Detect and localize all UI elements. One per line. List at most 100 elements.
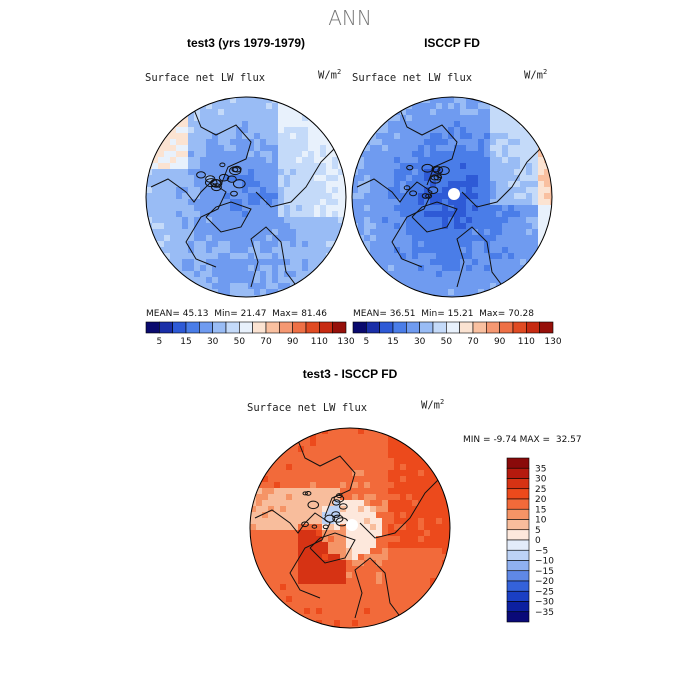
panel-2-island <box>437 166 450 176</box>
panel-1-island <box>218 173 230 182</box>
diff-colorbar-tick-label: −5 <box>535 546 548 556</box>
panel-2-coast-hudson <box>411 201 458 233</box>
diff-colorbar-tick-label: 15 <box>535 505 546 515</box>
diff-colorbar-tick-label: −10 <box>535 557 554 567</box>
panel-2-coast-america <box>356 178 433 268</box>
panel-2-colorbar-swatch <box>352 321 367 334</box>
panel-2-island <box>433 174 443 181</box>
panel-2-island <box>403 185 411 191</box>
panel-1-island <box>230 190 238 197</box>
panel-1-map <box>145 96 347 298</box>
diff-panel-stats: MIN = -9.74 MAX = 32.57 <box>463 435 582 445</box>
panel-2-max-label: Max= <box>479 309 506 319</box>
panel-2-island <box>406 164 414 171</box>
panel-1-coastlines <box>150 101 337 293</box>
panel-1-min: 21.47 <box>240 309 267 319</box>
panel-2-colorbar-swatch <box>366 321 380 334</box>
panel-1-units-exp: 2 <box>336 68 342 76</box>
diff-colorbar-swatch <box>506 498 530 510</box>
diff-panel-units-exp: 2 <box>439 398 445 406</box>
diff-panel-island <box>307 500 320 510</box>
diff-colorbar-swatch <box>506 539 530 551</box>
panel-2-units: W/m2 <box>524 68 547 82</box>
diff-colorbar-swatch <box>506 601 530 613</box>
panel-1-coast-hudson <box>205 201 252 233</box>
panel-1-max-label: Max= <box>272 309 299 319</box>
panel-2-coast-europe <box>456 226 508 293</box>
panel-1-island <box>210 179 223 188</box>
diff-colorbar-tick-label: 5 <box>535 526 541 536</box>
panel-2-stats: MEAN= 36.51 Min= 15.21 Max= 70.28 <box>353 309 534 319</box>
panel-2-colorbar-tick-label: 70 <box>467 337 479 347</box>
panel-1-min-label: Min= <box>214 309 238 319</box>
panel-1-colorbar-swatch <box>305 321 320 334</box>
panel-1-island <box>211 183 222 192</box>
panel-2-units-base: W/m <box>524 69 543 82</box>
diff-panel-title: test3 - ISCCP FD <box>302 367 398 381</box>
diff-colorbar-swatch <box>506 529 530 541</box>
panel-2-colorbar-swatch <box>539 321 554 334</box>
panel-2-pole-mask <box>448 188 460 200</box>
diff-panel-max: 32.57 <box>555 435 582 445</box>
panel-2-units-exp: 2 <box>542 68 548 76</box>
diff-panel-island <box>322 524 329 530</box>
panel-1-colorbar-tick-label: 5 <box>156 337 162 347</box>
panel-1-colorbar-tick-label: 15 <box>180 337 191 347</box>
panel-2-colorbar-swatch <box>406 321 420 334</box>
panel-1-mean-label: MEAN= <box>146 309 180 319</box>
diff-panel-coast-siberia <box>359 477 441 539</box>
panel-2-colorbar-tick-label: 110 <box>518 337 535 347</box>
panel-1-colorbar-tick-label: 50 <box>234 337 246 347</box>
diff-panel-island <box>333 494 345 503</box>
panel-2-island <box>409 190 418 197</box>
panel-1-island <box>229 166 242 176</box>
panel-2-min: 15.21 <box>447 309 474 319</box>
panel-1-coast-siberia <box>255 146 337 208</box>
panel-1-colorbar-swatch <box>212 321 227 334</box>
panel-2-colorbar-tick-label: 130 <box>544 337 561 347</box>
panel-2-title: ISCCP FD <box>424 36 480 50</box>
diff-colorbar-tick-label: 25 <box>535 485 546 495</box>
panel-1-colorbar-tick-label: 130 <box>337 337 354 347</box>
panel-2-island <box>421 193 430 199</box>
panel-2-min-label: Min= <box>421 309 445 319</box>
panel-1-colorbar-tick-label: 30 <box>207 337 219 347</box>
diff-panel-units-base: W/m <box>421 399 440 412</box>
panel-1-colorbar: 5 15 30 50 70 90 110 130 <box>145 321 355 347</box>
panel-1-colorbar-swatch <box>292 321 307 334</box>
panel-2-colorbar-swatch <box>472 321 487 334</box>
panel-2-island <box>427 186 439 195</box>
panel-1-island <box>232 165 242 173</box>
panel-2-colorbar-tick-label: 5 <box>363 337 369 347</box>
panel-2-colorbar-tick-label: 50 <box>441 337 453 347</box>
panel-1-island <box>196 171 206 179</box>
panel-2-variable: Surface net LW flux <box>352 72 473 84</box>
panel-1-units: W/m2 <box>318 68 341 82</box>
diff-panel-coast-hudson <box>309 532 356 564</box>
diff-panel-variable: Surface net LW flux <box>247 402 368 414</box>
panel-1-colorbar-swatch <box>265 321 280 334</box>
panel-2-colorbar-tick-label: 90 <box>494 337 506 347</box>
diff-colorbar-tick-label: −30 <box>535 598 554 608</box>
panel-1-max: 81.46 <box>301 309 327 319</box>
panel-1-mean: 45.13 <box>182 309 209 319</box>
diff-colorbar-swatch <box>506 519 530 531</box>
panel-2-colorbar-swatch <box>512 321 527 334</box>
panel-2-map <box>351 96 553 298</box>
panel-1-island <box>205 175 216 183</box>
diff-colorbar-swatch <box>506 590 530 602</box>
panel-1-colorbar-tick-label: 90 <box>287 337 299 347</box>
panel-1-colorbar-swatch <box>319 321 333 334</box>
panel-1-colorbar-swatch <box>145 321 160 334</box>
diff-colorbar-tick-label: −20 <box>535 577 554 587</box>
panel-2-colorbar-swatch <box>459 321 474 334</box>
panel-2-colorbar-tick-label: 30 <box>414 337 426 347</box>
diff-colorbar-swatch <box>506 549 530 561</box>
diff-panel-island <box>305 490 312 496</box>
panel-1-field <box>146 97 346 297</box>
diff-colorbar-swatch <box>506 508 530 520</box>
diff-panel-min-label: MIN = <box>463 435 491 445</box>
diff-colorbar-swatch <box>506 478 530 490</box>
